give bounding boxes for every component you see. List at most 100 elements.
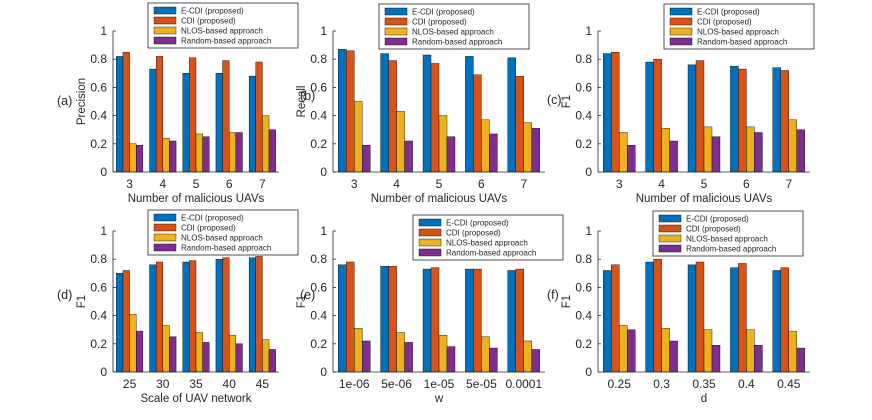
bar-2-0.35 <box>695 261 705 373</box>
bar-3-6 <box>228 132 237 173</box>
bar-2-40 <box>222 257 230 373</box>
bar-3-6 <box>481 119 490 173</box>
y-tick-label: 0.8 <box>90 52 107 66</box>
bar-4-30 <box>169 336 177 373</box>
legend-entry-1: E-CDI (proposed) <box>697 8 760 17</box>
y-tick-label: 0.2 <box>90 337 107 351</box>
bar-3-4 <box>396 111 405 173</box>
chart-panel-3: 0 0.2 0.4 0.6 0.8 1 3 4 5 6 7 Number of malicious U… <box>547 3 815 205</box>
bar-4-25 <box>136 330 144 373</box>
bar-2-5e-06 <box>388 266 397 373</box>
bar-1-6 <box>730 66 739 173</box>
legend-entry-3: NLOS-based approach <box>697 28 779 37</box>
y-axis-label: Recall <box>296 86 308 118</box>
y-axis-label: F1 <box>561 295 573 308</box>
bar-1-30 <box>149 264 157 373</box>
bar-3-5 <box>438 115 448 173</box>
bar-2-5 <box>189 57 197 173</box>
y-tick-label: 1 <box>100 224 107 238</box>
bar-4-4 <box>669 140 678 173</box>
bar-4-0.45 <box>796 347 805 373</box>
x-tick-label: 4 <box>393 177 400 191</box>
x-tick-label: 5e-05 <box>466 377 497 391</box>
bar-3-7 <box>788 119 797 173</box>
legend-swatch-3 <box>384 27 408 36</box>
bar-3-0.4 <box>746 329 755 373</box>
chart-panel-4: 0 0.2 0.4 0.6 0.8 1 25 30 35 40 45 Scale of UAV net… <box>57 209 299 405</box>
bar-3-5 <box>195 133 203 173</box>
bar-3-3 <box>619 132 628 173</box>
x-tick-label: 0.3 <box>653 377 670 391</box>
bar-4-7 <box>268 129 276 173</box>
panel-label: (e) <box>300 288 315 302</box>
bar-4-5 <box>446 136 456 173</box>
bar-4-0.35 <box>711 345 721 373</box>
x-tick-label: 6 <box>226 177 233 191</box>
bar-2-0.25 <box>611 264 620 373</box>
bar-1-4 <box>645 61 654 173</box>
legend-entry-2: CDI (proposed) <box>181 17 236 26</box>
legend-swatch-1 <box>658 214 682 223</box>
y-tick-label: 0.2 <box>310 137 327 151</box>
bar-3-0.25 <box>619 325 628 373</box>
x-tick-label: 3 <box>351 177 358 191</box>
bar-4-5e-05 <box>489 347 498 373</box>
y-tick-label: 1 <box>585 224 592 238</box>
bar-2-45 <box>255 256 263 373</box>
bar-1-0.25 <box>603 270 612 373</box>
bar-1-4 <box>149 68 157 173</box>
x-tick-label: 1e-06 <box>339 377 370 391</box>
bar-3-1e-06 <box>354 328 363 373</box>
bar-4-4 <box>169 140 177 173</box>
bar-1-1e-06 <box>338 264 347 373</box>
bar-4-35 <box>202 342 210 373</box>
x-axis-label: Scale of UAV network <box>140 393 251 405</box>
legend-swatch-2 <box>669 17 693 26</box>
bar-1-4 <box>380 53 389 173</box>
bar-1-0.45 <box>772 270 781 373</box>
legend-entry-1: E-CDI (proposed) <box>446 219 509 228</box>
bar-2-6 <box>222 60 230 173</box>
legend: E-CDI (proposed)CDI (proposed)NLOS-based… <box>378 3 530 50</box>
legend-entry-3: NLOS-based approach <box>446 239 528 248</box>
legend-entry-1: E-CDI (proposed) <box>181 214 244 223</box>
bar-3-5 <box>703 126 713 173</box>
legend-entry-2: CDI (proposed) <box>446 229 501 238</box>
legend-swatch-4 <box>153 243 177 252</box>
bar-4-40 <box>235 343 243 373</box>
y-tick-label: 0.8 <box>90 252 107 266</box>
x-tick-label: 7 <box>520 177 527 191</box>
y-tick-label: 0.8 <box>310 252 327 266</box>
bar-3-3 <box>129 143 137 173</box>
y-tick-label: 0.6 <box>310 280 327 294</box>
x-tick-label: 0.25 <box>608 377 632 391</box>
legend-swatch-1 <box>669 7 693 16</box>
legend: E-CDI (proposed)CDI (proposed)NLOS-based… <box>412 214 564 261</box>
bar-2-4 <box>155 56 164 173</box>
legend-entry-1: E-CDI (proposed) <box>686 215 749 224</box>
legend-swatch-1 <box>153 6 177 15</box>
legend-swatch-1 <box>153 213 177 222</box>
bar-1-1e-05 <box>422 268 432 373</box>
y-tick-label: 0 <box>100 165 107 179</box>
bar-1-0.35 <box>687 264 697 373</box>
x-tick-label: 0.35 <box>692 377 716 391</box>
bar-1-35 <box>182 261 190 373</box>
x-axis-label: w <box>434 393 444 405</box>
legend-entry-3: NLOS-based approach <box>181 234 263 243</box>
legend-entry-2: CDI (proposed) <box>686 225 741 234</box>
bar-1-3 <box>338 49 347 173</box>
bar-3-6 <box>746 126 755 173</box>
bar-2-4 <box>388 60 397 173</box>
bar-2-5e-05 <box>473 268 482 373</box>
bar-2-35 <box>189 260 197 373</box>
legend-swatch-3 <box>153 233 177 242</box>
legend-entry-4: Random-based approach <box>181 37 271 46</box>
x-tick-label: 4 <box>658 177 665 191</box>
x-tick-label: 5 <box>193 177 200 191</box>
y-tick-label: 0.6 <box>90 80 107 94</box>
x-tick-label: 0.0001 <box>505 377 542 391</box>
bar-4-1e-05 <box>446 346 456 373</box>
bar-4-7 <box>796 129 805 173</box>
